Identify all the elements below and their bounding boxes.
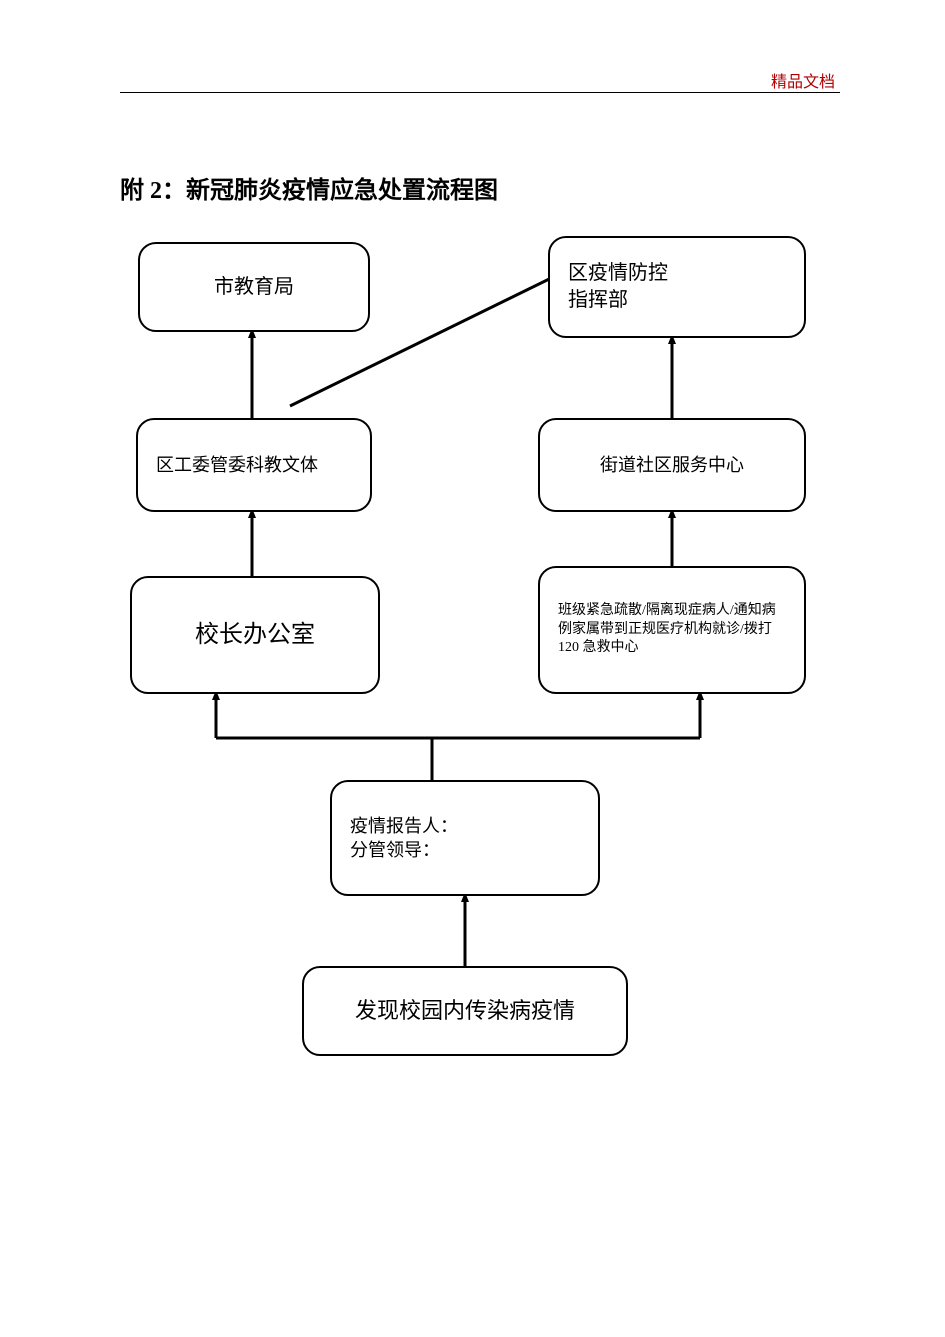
flow-node-baogaoren: 疫情报告人： 分管领导： (330, 780, 600, 896)
header-rule (120, 92, 840, 93)
flow-node-faxian: 发现校园内传染病疫情 (302, 966, 628, 1056)
header-watermark: 精品文档 (771, 68, 835, 92)
page-title: 附 2：新冠肺炎疫情应急处置流程图 (120, 170, 498, 205)
flow-node-qu_zhihuibu: 区疫情防控 指挥部 (548, 236, 806, 338)
flow-node-qu_gongwei: 区工委管委科教文体 (136, 418, 372, 512)
page: 精品文档 附 2：新冠肺炎疫情应急处置流程图 市教育局 区疫情防控 指挥部区工委管… (0, 0, 945, 1337)
flow-node-chuzhi: 班级紧急疏散/隔离现症病人/通知病例家属带到正规医疗机构就诊/拨打 120 急救… (538, 566, 806, 694)
flow-node-shi_jiaoyuju: 市教育局 (138, 242, 370, 332)
flow-node-jiedao: 街道社区服务中心 (538, 418, 806, 512)
flow-node-xiaozhang: 校长办公室 (130, 576, 380, 694)
